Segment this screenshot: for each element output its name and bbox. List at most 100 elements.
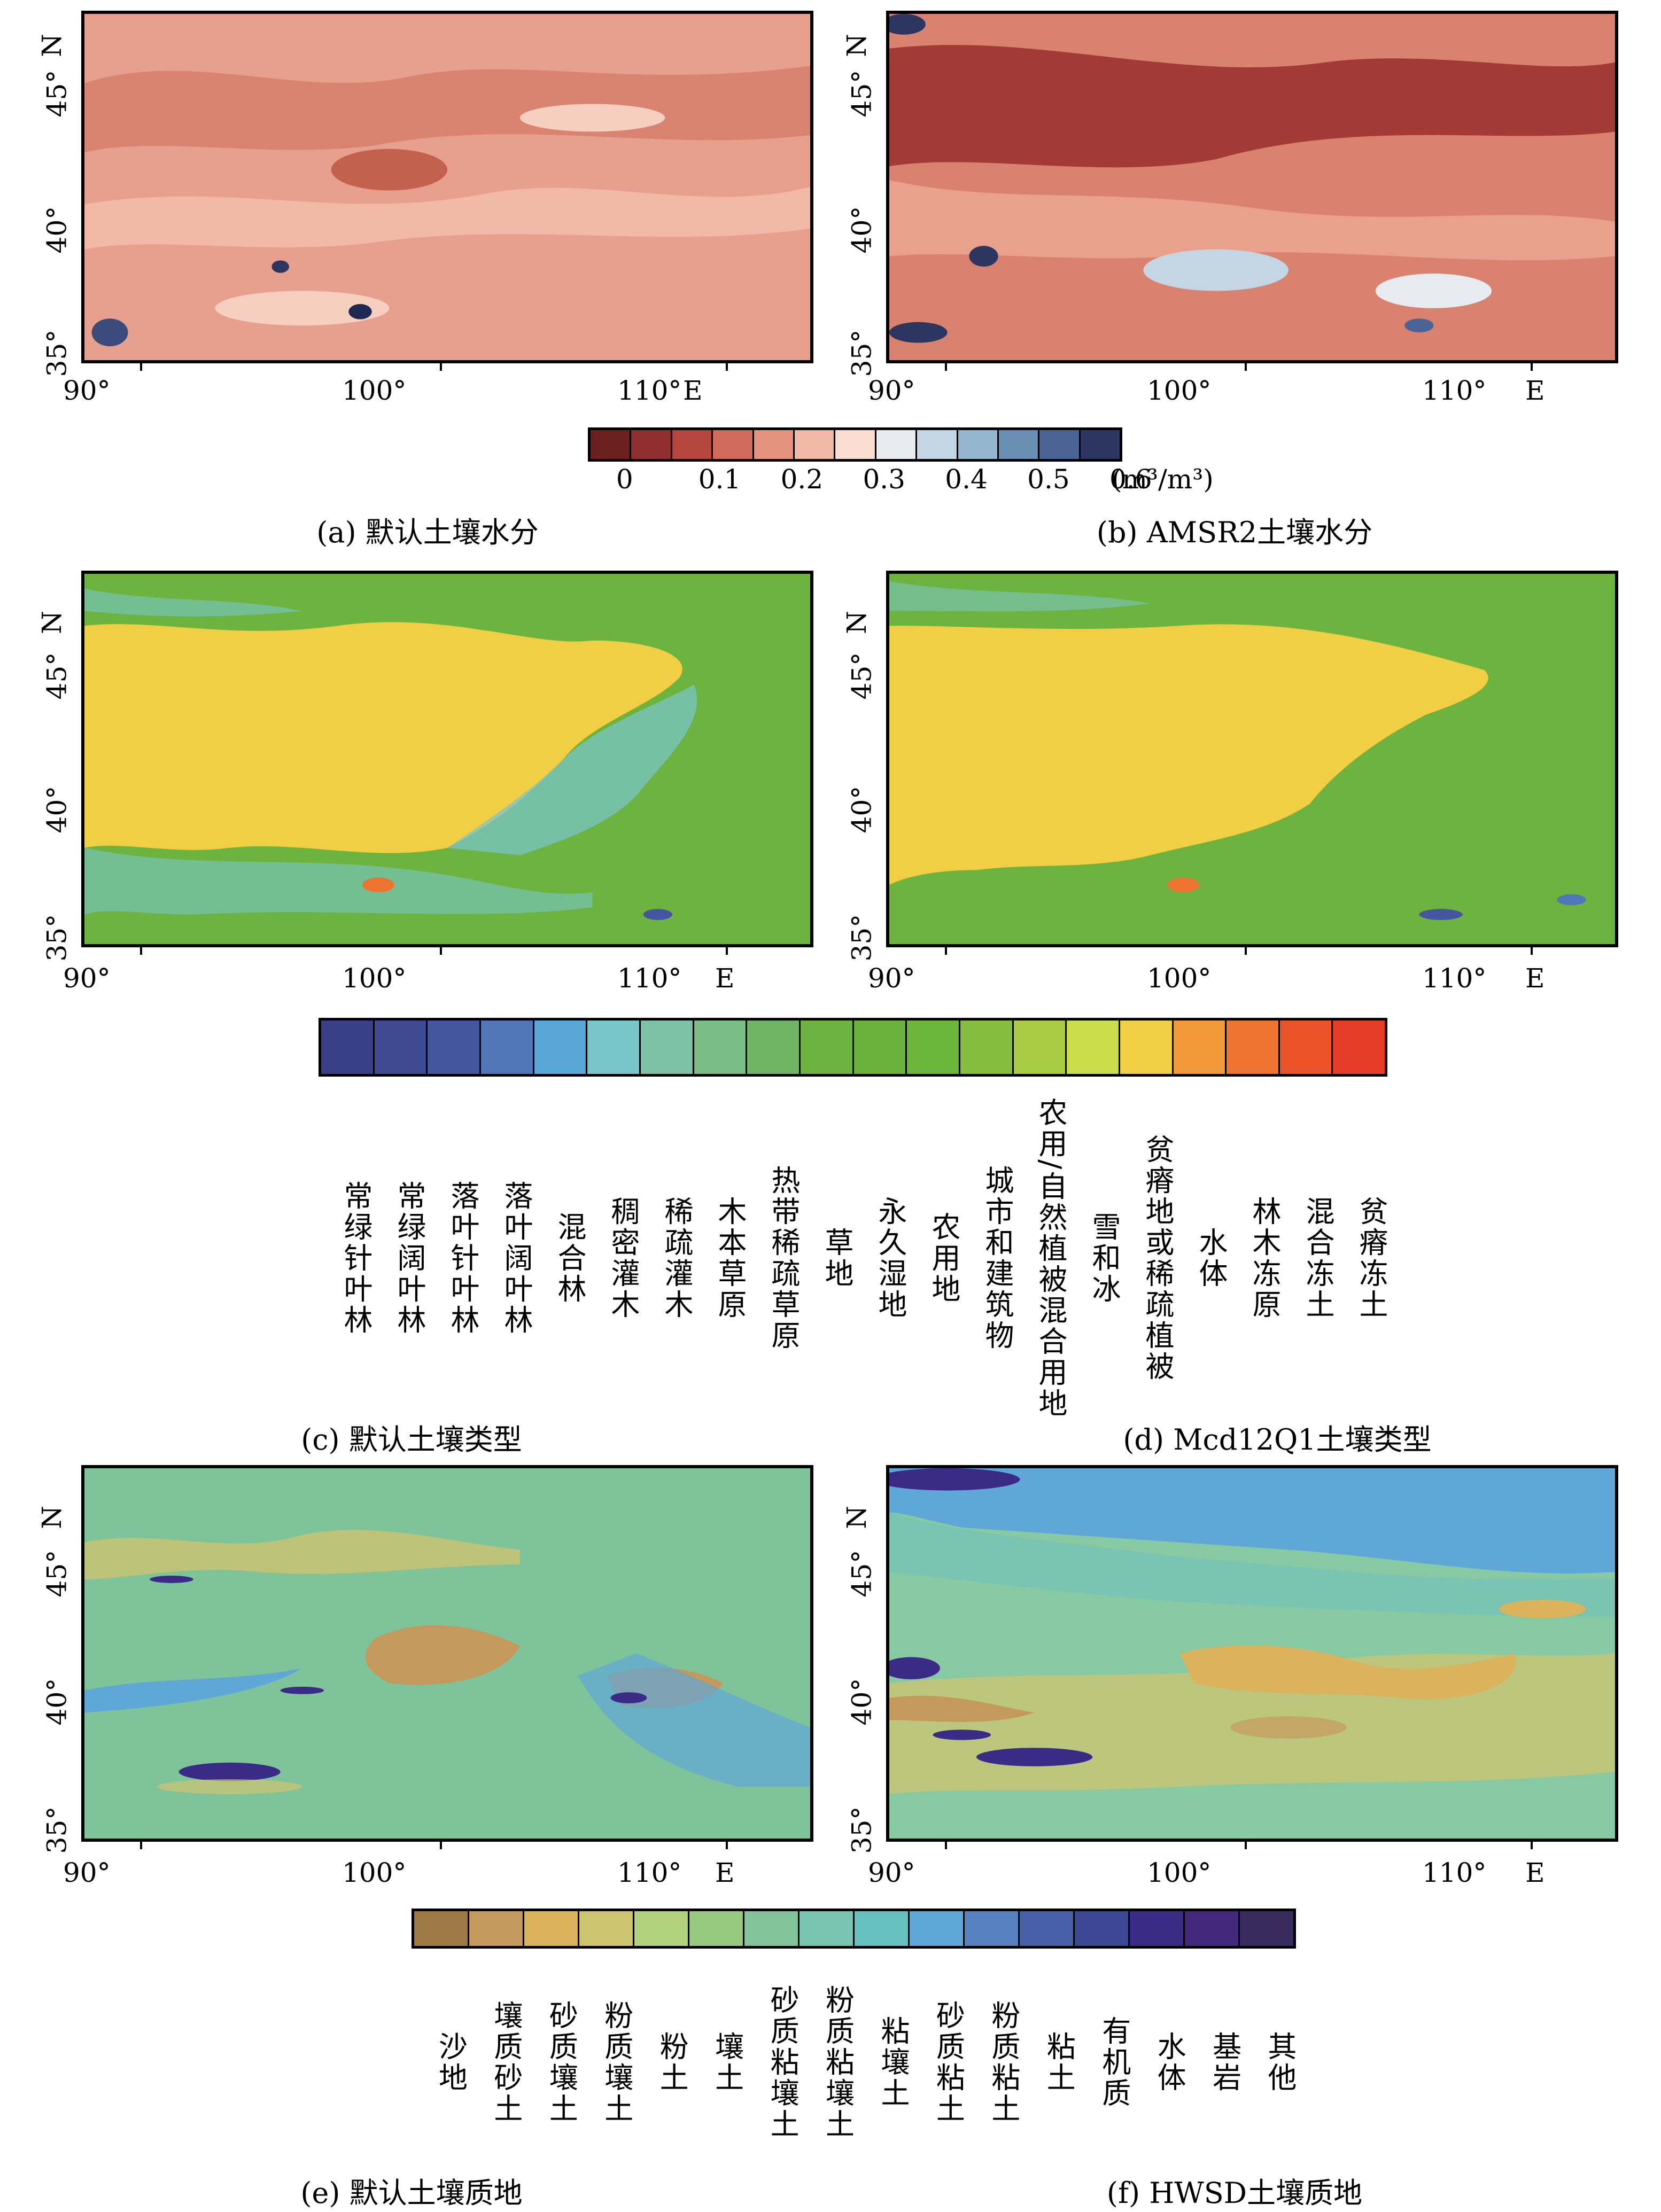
caption-f: (f) HWSD土壤质地: [1106, 2176, 1363, 2210]
texture-label-9: 砂质粘土: [931, 2000, 965, 2124]
axis-tick: [944, 1842, 947, 1849]
xtick-e-110: 110°: [617, 1857, 682, 1888]
caption-c: (c) 默认土壤类型: [301, 1423, 522, 1457]
landcover-swatch-1: [374, 1021, 428, 1074]
axis-tick: [1530, 1842, 1533, 1849]
texture-label-10: 粉质粘土: [986, 2000, 1020, 2124]
xunit-d: E: [1525, 963, 1545, 994]
texture-swatch-15: [1240, 1911, 1293, 1946]
map-panel-f: [886, 1465, 1618, 1842]
landcover-swatch-18: [1279, 1021, 1333, 1074]
texture-label-1: 壤质砂土: [488, 2000, 523, 2124]
texture-swatch-7: [800, 1911, 855, 1946]
moisture-swatch-0: [591, 430, 632, 459]
xtick-e-90: 90°: [63, 1857, 111, 1888]
ytick-f-35: 35°: [846, 1806, 878, 1854]
moisture-colorbar: [588, 427, 1122, 462]
xunit-a: E: [683, 375, 703, 406]
axis-tick: [440, 1842, 443, 1849]
caption-b: (b) AMSR2土壤水分: [1096, 516, 1373, 549]
landcover-label-17: 林木冻原: [1247, 1196, 1281, 1320]
landcover-label-16: 水体: [1194, 1227, 1228, 1289]
landcover-label-6: 稀疏灌木: [659, 1196, 693, 1320]
texture-swatch-2: [524, 1911, 579, 1946]
map-panel-c: [81, 571, 813, 947]
ytick-a-35: 35°: [41, 329, 73, 377]
landcover-swatch-5: [587, 1021, 641, 1074]
ytick-d-45: 45°: [846, 652, 878, 700]
xtick-c-100: 100°: [342, 963, 407, 994]
axis-tick: [944, 947, 947, 955]
texture-swatch-9: [910, 1911, 965, 1946]
xtick-e-100: 100°: [342, 1857, 407, 1888]
ytick-a-40: 40°: [41, 206, 73, 254]
texture-swatch-14: [1185, 1911, 1240, 1946]
ytick-e-35: 35°: [41, 1806, 73, 1854]
landcover-swatch-6: [640, 1021, 694, 1074]
xtick-c-90: 90°: [63, 963, 111, 994]
texture-label-3: 粉质壤土: [599, 2000, 633, 2124]
landcover-legend-labels: 常绿针叶林 常绿阔叶林 落叶针叶林 落叶阔叶林 混合林 稠密灌木 稀疏灌木 木本草原 热带稀疏草…: [319, 1093, 1388, 1424]
texture-label-2: 砂质壤土: [544, 2000, 578, 2124]
landcover-swatch-8: [747, 1021, 801, 1074]
moisture-swatch-4: [754, 430, 795, 459]
landcover-swatch-12: [960, 1021, 1014, 1074]
map-panel-b: [886, 11, 1618, 363]
texture-swatch-13: [1130, 1911, 1185, 1946]
moisture-colorbar-ticks: 0 0.1 0.2 0.3 0.4 0.5 0.6: [588, 464, 1152, 498]
landcover-label-14: 雪和冰: [1087, 1212, 1121, 1305]
landcover-label-9: 草地: [820, 1227, 853, 1289]
moisture-tick-label: 0.4: [945, 464, 988, 495]
texture-legend-bar: [412, 1909, 1296, 1949]
landcover-swatch-0: [321, 1021, 375, 1074]
axis-tick: [440, 363, 443, 371]
texture-swatch-8: [855, 1911, 910, 1946]
landcover-swatch-14: [1067, 1021, 1120, 1074]
texture-swatch-4: [634, 1911, 689, 1946]
texture-label-0: 沙地: [433, 2031, 468, 2093]
caption-d: (d) Mcd12Q1土壤类型: [1123, 1423, 1432, 1457]
texture-label-11: 粘土: [1042, 2031, 1076, 2093]
axis-tick: [440, 947, 443, 955]
texture-label-7: 粉质粘壤土: [820, 1985, 855, 2140]
texture-label-4: 粉土: [655, 2031, 689, 2093]
landcover-swatch-2: [428, 1021, 481, 1074]
xtick-b-90: 90°: [868, 375, 915, 406]
texture-label-5: 壤土: [710, 2031, 744, 2093]
landcover-swatch-10: [853, 1021, 907, 1074]
texture-legend-labels: 沙地 壤质砂土 砂质壤土 粉质壤土 粉土 壤土 砂质粘壤土 粉质粘壤土 粘壤土 砂质粘土 粉质粘土粘…: [412, 1961, 1297, 2164]
landcover-swatch-16: [1173, 1021, 1227, 1074]
xtick-a-110: 110°: [617, 375, 682, 406]
xtick-f-90: 90°: [868, 1857, 915, 1888]
ytick-d-40: 40°: [846, 785, 878, 834]
landcover-swatch-19: [1333, 1021, 1385, 1074]
ytick-b-35: 35°: [846, 329, 878, 377]
texture-label-6: 砂质粘壤土: [765, 1985, 800, 2140]
map-panel-d: [886, 571, 1618, 947]
landcover-label-19: 贫瘠冻土: [1354, 1196, 1388, 1320]
moisture-tick-label: 0.2: [780, 464, 824, 495]
landcover-swatch-15: [1120, 1021, 1174, 1074]
xtick-a-100: 100°: [342, 375, 407, 406]
axis-tick: [725, 363, 728, 371]
moisture-swatch-8: [917, 430, 958, 459]
yunit-e: N: [36, 1506, 67, 1529]
xunit-f: E: [1525, 1857, 1545, 1888]
moisture-tick-label: 0.5: [1027, 464, 1070, 495]
texture-label-14: 基岩: [1207, 2031, 1241, 2093]
ytick-f-45: 45°: [846, 1549, 878, 1598]
ytick-e-40: 40°: [41, 1678, 73, 1726]
moisture-swatch-12: [1080, 430, 1120, 459]
xtick-d-110: 110°: [1422, 963, 1487, 994]
texture-swatch-1: [469, 1911, 524, 1946]
ytick-c-45: 45°: [41, 652, 73, 700]
texture-label-15: 其他: [1263, 2031, 1297, 2093]
xtick-a-90: 90°: [63, 375, 111, 406]
texture-swatch-0: [414, 1911, 469, 1946]
axis-tick: [725, 947, 728, 955]
texture-label-12: 有机质: [1097, 2016, 1131, 2109]
texture-label-8: 粘壤土: [875, 2016, 910, 2109]
axis-tick: [139, 947, 142, 955]
texture-swatch-3: [579, 1911, 634, 1946]
landcover-label-0: 常绿针叶林: [339, 1181, 372, 1336]
